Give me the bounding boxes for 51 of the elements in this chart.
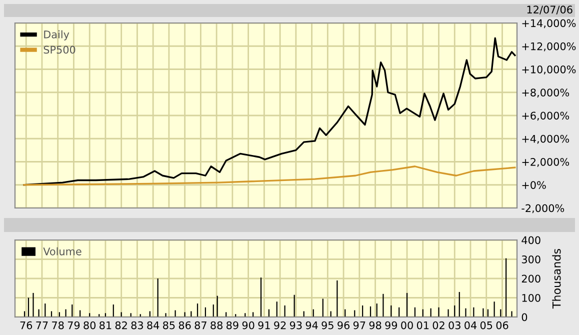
x-tick-label: 91 [258, 321, 270, 330]
legend-label: SP500 [44, 46, 76, 54]
legend-label: Daily [44, 30, 70, 40]
x-tick-label: 93 [290, 321, 302, 330]
x-tick-label: 02 [432, 321, 444, 330]
x-tick-label: 88 [210, 321, 222, 330]
x-tick-label: 00 [401, 321, 413, 330]
x-tick-label: 80 [84, 321, 96, 330]
x-tick-label: 01 [416, 321, 429, 330]
line-series [23, 166, 516, 186]
y-tick-label: +2,000% [522, 158, 570, 167]
y-tick-label: +6,000% [522, 112, 570, 121]
x-tick-label: 04 [464, 321, 477, 330]
x-tick-label: 78 [52, 321, 64, 330]
x-tick-label: 87 [194, 321, 206, 330]
y-tick-label: 200 [522, 274, 540, 283]
x-tick-label: 83 [131, 321, 143, 330]
x-tick-label: 85 [163, 321, 175, 330]
x-tick-label: 82 [115, 321, 127, 330]
x-tick-label: 94 [306, 321, 318, 330]
x-tick-label: 79 [68, 321, 80, 330]
x-tick-label: 98 [369, 321, 382, 330]
y-tick-label: -2,000% [522, 204, 564, 214]
x-tick-label: 84 [147, 321, 160, 330]
y-tick-label: 0 [522, 313, 528, 322]
x-tick-label: 89 [226, 321, 238, 330]
y-tick-label: +4,000% [522, 134, 570, 144]
x-tick-label: 76 [20, 321, 32, 330]
x-tick-label: 92 [274, 321, 286, 330]
y-axis-title: Thousands [552, 248, 561, 309]
x-tick-label: 97 [353, 321, 366, 330]
x-tick-label: 95 [322, 321, 334, 330]
y-tick-label: 400 [522, 236, 540, 244]
y-tick-label: 100 [522, 294, 540, 302]
x-tick-label: 86 [178, 321, 191, 330]
y-tick-label: +10,000% [522, 65, 576, 74]
y-tick-label: +12,000% [522, 42, 576, 52]
y-tick-label: +0% [522, 181, 546, 189]
x-tick-label: 81 [100, 321, 112, 330]
x-tick-label: 03 [448, 321, 460, 330]
text: 12/07/06 [527, 6, 572, 14]
y-tick-label: 300 [522, 255, 540, 264]
legend-label: Volume [43, 247, 82, 256]
x-tick-label: 05 [480, 321, 492, 330]
y-tick-label: +8,000% [522, 88, 570, 98]
y-tick-label: +14,000% [522, 19, 576, 28]
x-tick-label: 99 [385, 321, 398, 330]
x-tick-label: 96 [338, 321, 350, 330]
x-tick-label: 90 [242, 321, 254, 330]
x-tick-label: 77 [36, 321, 48, 330]
x-tick-label: 06 [496, 321, 508, 330]
